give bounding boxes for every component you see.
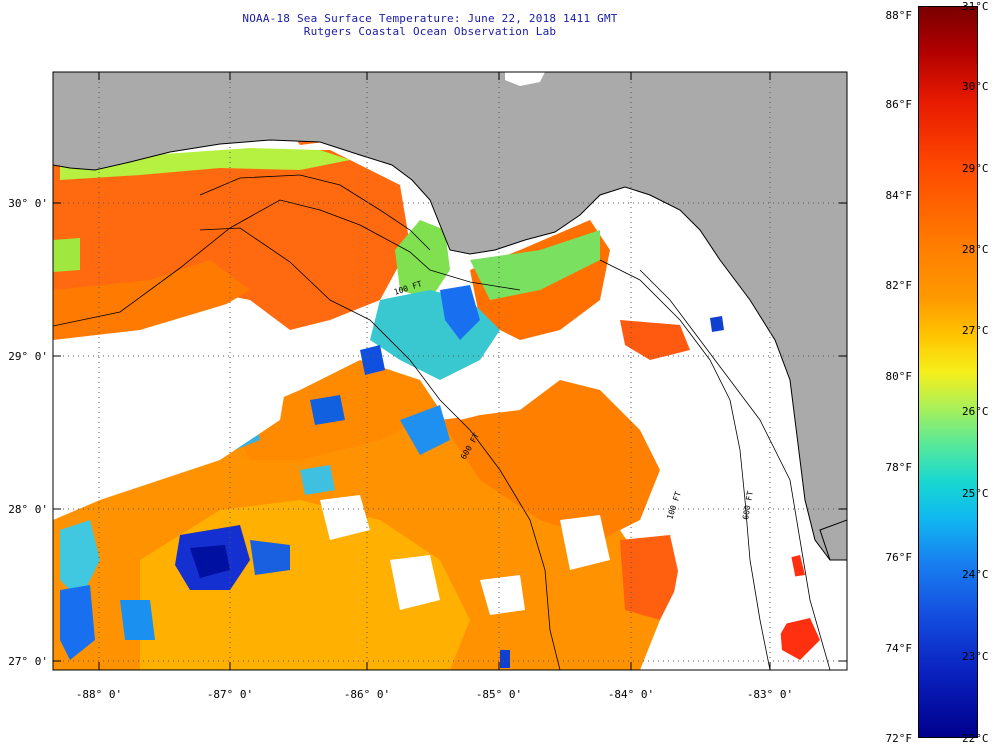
colorbar-c-23: 23°C — [962, 650, 989, 663]
lat-label-27: 27° 0' — [8, 655, 48, 668]
colorbar-c-29: 29°C — [962, 162, 989, 175]
colorbar-c-28: 28°C — [962, 243, 989, 256]
colorbar-f-76: 76°F — [885, 551, 913, 564]
depth-contours — [53, 174, 831, 670]
colorbar-c-31: 31°C — [962, 0, 989, 13]
colorbar-c-22: 22°C — [962, 732, 989, 745]
map-ticks — [53, 72, 847, 670]
colorbar-f-74: 74°F — [885, 642, 913, 655]
colorbar-c-24: 24°C — [962, 568, 989, 581]
colorbar-f-80: 80°F — [885, 370, 913, 383]
colorbar-c-25: 25°C — [962, 487, 989, 500]
lon-label-88: -88° 0' — [75, 688, 123, 701]
colorbar-c-30: 30°C — [962, 80, 989, 93]
map-frame — [52, 71, 848, 671]
colorbar-c-27: 27°C — [962, 324, 989, 337]
cloud-holes — [53, 200, 800, 670]
colorbar-f-72: 72°F — [885, 732, 913, 745]
colorbar-f-82: 82°F — [885, 279, 913, 292]
colorbar-f-84: 84°F — [885, 189, 913, 202]
lat-label-30: 30° 0' — [8, 197, 48, 210]
temperature-colorbar — [918, 6, 978, 738]
colorbar-f-88: 88°F — [885, 9, 913, 22]
map-subtitle: Rutgers Coastal Ocean Observation Lab — [303, 25, 557, 38]
colorbar-c-26: 26°C — [962, 405, 989, 418]
land-mass — [53, 72, 847, 561]
lat-label-28: 28° 0' — [8, 503, 48, 516]
lon-label-84: -84° 0' — [607, 688, 655, 701]
map-title: NOAA-18 Sea Surface Temperature: June 22… — [242, 12, 618, 25]
colorbar-f-86: 86°F — [885, 98, 913, 111]
lon-label-83: -83° 0' — [746, 688, 794, 701]
lon-label-86: -86° 0' — [343, 688, 391, 701]
colorbar-f-78: 78°F — [885, 461, 913, 474]
lat-label-29: 29° 0' — [8, 350, 48, 363]
lon-label-87: -87° 0' — [206, 688, 254, 701]
lon-label-85: -85° 0' — [475, 688, 523, 701]
